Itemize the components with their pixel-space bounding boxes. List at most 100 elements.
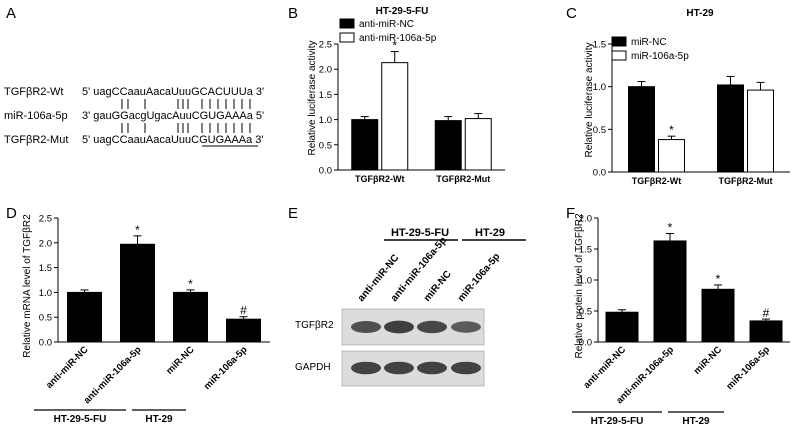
- y-tick-label: 2.5: [39, 214, 52, 225]
- chart-f-protein-level: Relative protein level of TGFβR2 0.0 0.5 1…: [572, 213, 790, 427]
- bar: [658, 139, 685, 173]
- chart-b-title: HT-29-5-FU: [376, 6, 429, 17]
- bar: [173, 291, 208, 343]
- y-tick-label: 1.5: [39, 263, 52, 274]
- seq-mir: 3' gauGGacgUgacAuuCGUGAAAa 5': [82, 110, 264, 122]
- group-label: HT-29: [682, 416, 710, 427]
- blot-group-label-2: HT-29: [475, 227, 505, 239]
- pairing-lines-2: [121, 123, 251, 133]
- y-tick-label: 2.0: [319, 65, 332, 76]
- legend-swatch: [339, 32, 355, 43]
- significance-mark: *: [669, 123, 674, 137]
- y-tick-label: 2.0: [579, 214, 592, 225]
- y-tick-label: 0.0: [39, 338, 52, 349]
- y-tick-label: 1.5: [579, 245, 592, 256]
- bar: [226, 318, 261, 343]
- blot-lane-label: miR-106a-5p: [456, 251, 503, 304]
- bar: [747, 89, 774, 173]
- bar: [381, 62, 409, 171]
- chart-d-ylabel: Relative mRNA level of TGFβR2: [22, 214, 33, 358]
- legend-label: miR-106a-5p: [631, 51, 689, 62]
- bar: [653, 240, 687, 343]
- blot-band: [451, 361, 481, 375]
- bar: [717, 84, 744, 173]
- bar: [605, 311, 639, 343]
- x-tick-label: miR-106a-5p: [202, 344, 250, 392]
- x-tick-label: anti-miR-NC: [44, 344, 91, 391]
- seq-label-mut: TGFβR2-Mut: [4, 134, 68, 146]
- y-tick-label: 0.5: [39, 313, 52, 324]
- chart-f-ylabel: Relative protein level of TGFβR2: [574, 213, 585, 359]
- y-tick-label: 0.5: [319, 140, 332, 151]
- x-tick-label: miR-NC: [692, 344, 725, 377]
- significance-mark: *: [188, 277, 193, 291]
- group-label: HT-29-5-FU: [591, 416, 644, 427]
- blot-row-label-tgfbr2: TGFβR2: [295, 320, 334, 331]
- legend-swatch: [611, 50, 627, 61]
- y-tick-label: 1.0: [39, 288, 52, 299]
- panel-letter-d: D: [6, 205, 17, 222]
- legend-label: anti-miR-NC: [359, 19, 414, 30]
- blot-band: [351, 361, 381, 375]
- x-tick-label: miR-NC: [164, 344, 197, 377]
- seq-wt: 5' uagCCaauAacaUuuGCACUUUa 3': [82, 86, 264, 98]
- significance-mark: *: [392, 39, 397, 53]
- x-tick-label: TGFβR2-Wt: [355, 174, 404, 184]
- y-tick-label: 1.0: [579, 276, 592, 287]
- y-tick-label: 0.5: [593, 125, 606, 136]
- blot-lane-label: miR-NC: [422, 269, 454, 304]
- bar: [701, 288, 735, 343]
- group-label: HT-29-5-FU: [54, 414, 107, 425]
- blot-band: [417, 361, 447, 375]
- y-tick-label: 0.0: [593, 168, 606, 179]
- group-label: HT-29: [145, 414, 173, 425]
- blot-band: [451, 321, 481, 333]
- x-tick-label: anti-miR-106a-5p: [82, 344, 144, 406]
- western-blot: HT-29-5-FU HT-29 TGFβR2 GAPDH anti-miR-N…: [295, 227, 526, 387]
- y-tick-label: 0.5: [579, 307, 592, 318]
- panel-letter-c: C: [566, 5, 577, 22]
- x-tick-label: miR-106a-5p: [724, 344, 772, 392]
- blot-band: [351, 321, 381, 333]
- chart-c-luciferase-ht29: HT-29 Relative luciferase activity 0.0 0.…: [584, 8, 790, 186]
- y-tick-label: 1.0: [593, 82, 606, 93]
- legend-swatch: [339, 18, 355, 29]
- seq-mut: 5' uagCCaauAacaUuuCGUGAAAa 3': [82, 134, 264, 146]
- y-tick-label: 1.0: [319, 115, 332, 126]
- y-tick-label: 2.0: [39, 238, 52, 249]
- y-tick-label: 2.5: [319, 40, 332, 51]
- seq-label-mir: miR-106a-5p: [4, 110, 68, 122]
- chart-c-ylabel: Relative luciferase activity: [584, 42, 595, 157]
- y-tick-label: 0.0: [319, 166, 332, 177]
- panel-letter-a: A: [6, 5, 16, 22]
- legend-swatch: [611, 36, 627, 47]
- y-tick-label: 1.5: [593, 40, 606, 51]
- panel-letter-f: F: [566, 205, 575, 222]
- blot-band: [384, 320, 414, 334]
- chart-d-mrna-level: Relative mRNA level of TGFβR2 0.0 0.5 1.0 1…: [22, 214, 270, 425]
- significance-mark: #: [240, 304, 247, 318]
- panel-letter-e: E: [288, 205, 298, 222]
- bar: [628, 86, 655, 173]
- panel-letter-b: B: [288, 5, 298, 22]
- blot-band: [417, 320, 447, 334]
- legend-label: anti-miR-106a-5p: [359, 33, 437, 44]
- chart-b-ylabel: Relative luciferase activity: [307, 40, 318, 155]
- y-tick-label: 1.5: [319, 90, 332, 101]
- y-tick-label: 0.0: [579, 338, 592, 349]
- chart-c-title: HT-29: [686, 8, 714, 19]
- bar: [351, 119, 379, 171]
- significance-mark: *: [668, 221, 673, 235]
- bar: [434, 120, 462, 171]
- seq-label-wt: TGFβR2-Wt: [4, 86, 64, 98]
- x-tick-label: anti-miR-NC: [582, 344, 629, 391]
- blot-lane-label: anti-miR-106a-5p: [389, 235, 449, 304]
- x-tick-label: TGFβR2-Mut: [719, 176, 773, 186]
- significance-mark: #: [763, 306, 770, 320]
- blot-group-label-1: HT-29-5-FU: [391, 227, 449, 239]
- bar: [120, 243, 155, 343]
- bar: [749, 320, 783, 343]
- x-tick-label: TGFβR2-Wt: [632, 176, 681, 186]
- x-tick-label: TGFβR2-Mut: [436, 174, 490, 184]
